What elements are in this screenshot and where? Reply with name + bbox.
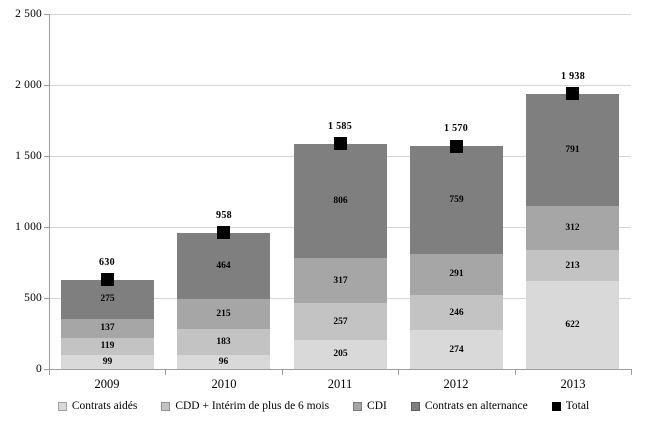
legend-item: Contrats aidés [57,399,138,413]
y-axis-tick [44,227,49,228]
total-value-label: 1 938 [561,71,585,82]
bar-segment-value: 317 [333,275,348,286]
legend-item: Contrats en alternance [410,399,528,413]
total-value-label: 1 585 [328,121,352,132]
bar-segment-value: 96 [218,357,229,368]
legend-swatch-icon [57,401,67,411]
bar-segment: 312 [526,206,619,251]
y-axis-tick-label: 2 500 [15,8,42,20]
total-marker [217,226,230,239]
bar-segment-value: 246 [449,307,464,318]
legend-swatch-icon [353,401,363,411]
bar-segment-value: 137 [100,323,115,334]
legend-item-label: Contrats en alternance [424,399,528,412]
x-axis-category-label: 2010 [211,377,237,391]
legend-item-label: CDD + Intérim de plus de 6 mois [175,399,330,412]
bar-segment: 137 [61,318,154,339]
bar-segment: 205 [294,339,387,369]
bar-segment: 317 [294,258,387,304]
gridline [49,14,631,15]
x-axis-tick [282,370,283,375]
total-value-label: 630 [99,257,115,268]
bar-segment-value: 99 [102,356,113,367]
bar-segment-value: 291 [449,269,464,280]
legend-item: CDD + Intérim de plus de 6 mois [161,400,329,413]
bar-segment-value: 119 [100,341,115,352]
bar-segment: 806 [294,143,387,259]
bar-segment: 622 [526,280,619,369]
bar-segment: 246 [410,295,503,331]
x-axis-tick [631,370,632,375]
bar-segment: 275 [61,279,154,319]
bar-segment-value: 464 [216,260,231,271]
x-axis-category-label: 2009 [94,377,120,391]
chart-legend: Contrats aidés CDD + Intérim de plus de 6… [0,396,647,416]
legend-item: CDI [353,400,387,413]
bar-segment-value: 312 [565,223,580,234]
bar-segment: 99 [61,354,154,369]
y-axis-line [49,14,50,369]
y-axis-tick [44,14,49,15]
y-axis-tick [44,298,49,299]
legend-swatch-icon [551,401,561,411]
x-axis-category-label: 2012 [443,377,469,391]
x-axis-tick [398,370,399,375]
total-marker [566,87,579,100]
y-axis-tick-label: 500 [24,292,42,304]
bar-segment-value: 791 [565,144,580,155]
y-axis-tick [44,156,49,157]
bar-segment-value: 213 [565,260,580,271]
legend-swatch-icon [410,401,420,411]
total-marker [101,273,114,286]
x-axis-category-label: 2011 [327,377,353,391]
y-axis-tick [44,85,49,86]
bar-segment: 464 [177,232,270,299]
legend-item-label: CDI [367,399,387,412]
bar-segment: 291 [410,253,503,296]
bar-segment: 759 [410,146,503,254]
bar-segment: 213 [526,250,619,281]
bar-segment: 257 [294,303,387,340]
total-value-label: 958 [216,210,232,221]
y-axis-tick-label: 1 000 [15,221,42,233]
bar-segment: 215 [177,298,270,330]
y-axis-tick-label: 2 000 [15,79,42,91]
x-axis-tick [49,370,50,375]
total-marker [450,140,463,153]
y-axis-tick-label: 0 [36,363,42,375]
x-axis-tick [165,370,166,375]
bar-segment-value: 205 [333,349,348,360]
legend-item-label: Total [565,399,590,412]
legend-item-label: Contrats aidés [71,399,138,412]
bar-segment-value: 622 [565,319,580,330]
bar-segment-value: 257 [333,316,348,327]
bar-segment-value: 183 [216,337,231,348]
bar-segment-value: 759 [449,194,464,205]
bar-segment-value: 806 [333,196,348,207]
bar-segment: 96 [177,355,270,369]
legend-item: Total [551,399,590,413]
x-axis-category-label: 2013 [560,377,586,391]
x-axis-tick [515,370,516,375]
x-axis-line [49,369,632,370]
total-value-label: 1 570 [444,123,468,134]
bar-segment: 274 [410,330,503,369]
bar-segment-value: 275 [100,294,115,305]
bar-segment: 791 [526,93,619,207]
y-axis-tick-label: 1 500 [15,150,42,162]
gridline [49,85,631,86]
legend-swatch-icon [161,401,171,411]
bar-segment: 183 [177,329,270,356]
y-axis-tick [44,369,49,370]
bar-segment-value: 274 [449,344,464,355]
bar-segment: 119 [61,338,154,355]
total-marker [334,137,347,150]
bar-segment-value: 215 [216,309,231,320]
